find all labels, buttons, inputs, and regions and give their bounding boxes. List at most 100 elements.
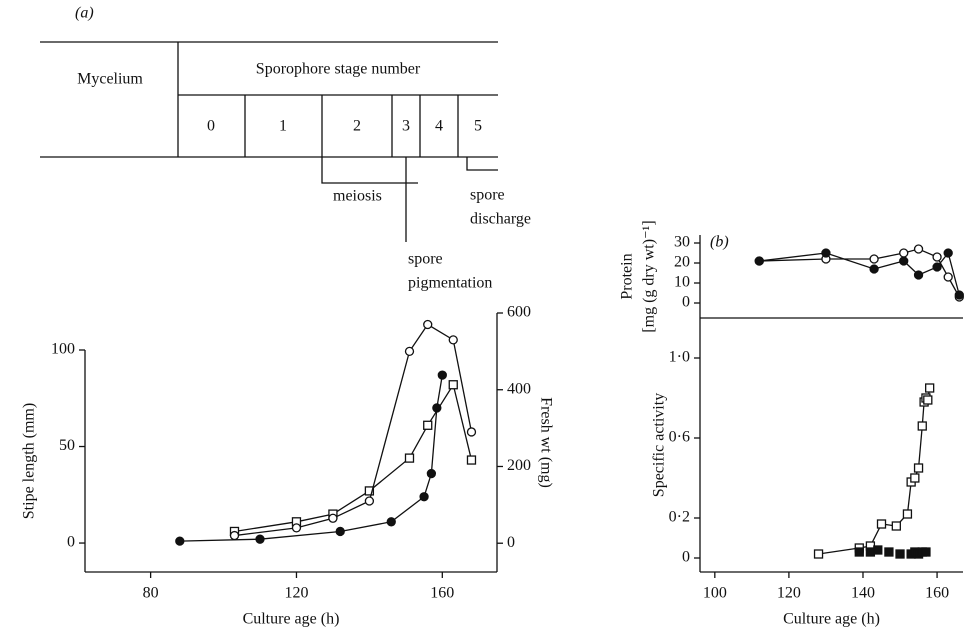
event-label: discharge bbox=[470, 211, 531, 228]
marker bbox=[466, 427, 477, 437]
y-tick-label: 100 bbox=[51, 341, 75, 358]
marker bbox=[437, 370, 447, 380]
stage-number: 2 bbox=[353, 118, 361, 135]
y2-tick-label: 0 bbox=[507, 534, 515, 551]
y-tick-label: 0·2 bbox=[669, 509, 690, 526]
event-label: pigmentation bbox=[408, 275, 492, 292]
marker bbox=[943, 248, 953, 258]
y2-tick-label: 200 bbox=[507, 457, 531, 474]
marker bbox=[423, 319, 433, 330]
marker bbox=[925, 383, 935, 393]
series-line bbox=[234, 323, 473, 537]
x-axis-label: Culture age (h) bbox=[783, 611, 880, 628]
stage-number: 3 bbox=[402, 118, 410, 135]
marker bbox=[869, 264, 879, 274]
series-line bbox=[818, 387, 931, 555]
x-tick-label: 80 bbox=[143, 585, 159, 602]
y2-axis-label: Fresh wt (mg) bbox=[537, 397, 554, 488]
marker bbox=[175, 536, 185, 546]
x-tick-label: 140 bbox=[851, 585, 875, 602]
marker bbox=[335, 526, 345, 537]
y-axis-label: Stipe length (mm) bbox=[21, 403, 38, 519]
x-tick-label: 160 bbox=[925, 585, 949, 602]
marker bbox=[899, 248, 909, 258]
marker bbox=[899, 256, 909, 266]
marker bbox=[364, 496, 375, 506]
y-tick-label: 0 bbox=[682, 549, 690, 566]
marker bbox=[932, 262, 942, 272]
marker bbox=[913, 244, 924, 254]
marker bbox=[913, 270, 924, 280]
marker bbox=[386, 517, 396, 527]
marker bbox=[876, 519, 887, 529]
y-tick-label: 0·6 bbox=[669, 429, 690, 446]
x-tick-label: 120 bbox=[777, 585, 801, 602]
event-label: spore bbox=[408, 251, 443, 268]
marker bbox=[813, 549, 824, 559]
marker bbox=[821, 248, 831, 258]
stage-number: 4 bbox=[435, 118, 443, 135]
mycelium-label: Mycelium bbox=[77, 71, 143, 88]
marker bbox=[229, 530, 240, 541]
marker bbox=[404, 453, 415, 463]
y-tick-label: 30 bbox=[674, 234, 690, 251]
y-axis-label: Protein bbox=[619, 253, 636, 299]
event-label: spore bbox=[470, 187, 505, 204]
marker bbox=[328, 513, 338, 523]
event-bracket bbox=[321, 157, 418, 184]
marker bbox=[291, 523, 302, 533]
stage-number: 0 bbox=[207, 118, 215, 135]
event-bracket bbox=[466, 157, 498, 171]
x-tick-label: 100 bbox=[703, 585, 727, 602]
stage-table: Mycelium Sporophore stage number 0 1 2 3… bbox=[40, 41, 531, 292]
x-axis-label: Culture age (h) bbox=[243, 611, 340, 628]
marker bbox=[873, 545, 883, 555]
marker bbox=[423, 420, 433, 430]
stage-number: 5 bbox=[474, 118, 482, 135]
stage-header: Sporophore stage number bbox=[256, 61, 421, 78]
marker bbox=[448, 380, 458, 390]
series-line bbox=[759, 248, 960, 298]
marker bbox=[448, 335, 458, 345]
marker bbox=[255, 534, 265, 544]
y-axis-label: Specific activity bbox=[651, 393, 668, 497]
marker bbox=[923, 395, 933, 405]
y-tick-label: 1·0 bbox=[669, 349, 690, 366]
marker bbox=[943, 272, 953, 282]
marker bbox=[754, 256, 764, 266]
marker bbox=[884, 547, 894, 557]
y2-tick-label: 400 bbox=[507, 380, 531, 397]
y-tick-label: 50 bbox=[59, 437, 75, 454]
marker bbox=[869, 254, 879, 264]
y2-tick-label: 600 bbox=[507, 304, 531, 321]
x-tick-label: 120 bbox=[284, 585, 308, 602]
stage-number: 1 bbox=[279, 118, 287, 135]
y-tick-label: 0 bbox=[67, 534, 75, 551]
marker bbox=[902, 509, 913, 519]
marker bbox=[891, 521, 901, 531]
marker bbox=[913, 463, 924, 473]
series-line bbox=[179, 374, 443, 542]
y-tick-label: 10 bbox=[674, 274, 690, 291]
marker bbox=[854, 547, 864, 557]
series-line bbox=[234, 383, 473, 533]
panel-label: (a) bbox=[75, 5, 94, 22]
y-tick-label: 20 bbox=[674, 254, 690, 271]
marker bbox=[466, 455, 477, 465]
marker bbox=[419, 492, 429, 502]
y-axis-label: [mg (g dry wt)⁻¹] bbox=[641, 220, 658, 332]
marker bbox=[404, 346, 415, 357]
marker bbox=[426, 468, 437, 479]
marker bbox=[954, 290, 964, 300]
event-label: meiosis bbox=[333, 188, 382, 205]
marker bbox=[364, 486, 375, 496]
y-tick-label: 0 bbox=[682, 294, 690, 311]
marker bbox=[910, 473, 920, 483]
marker bbox=[921, 547, 931, 557]
marker bbox=[932, 252, 942, 262]
chart-title: (b) bbox=[710, 234, 729, 251]
marker bbox=[895, 549, 905, 559]
x-tick-label: 160 bbox=[430, 585, 454, 602]
